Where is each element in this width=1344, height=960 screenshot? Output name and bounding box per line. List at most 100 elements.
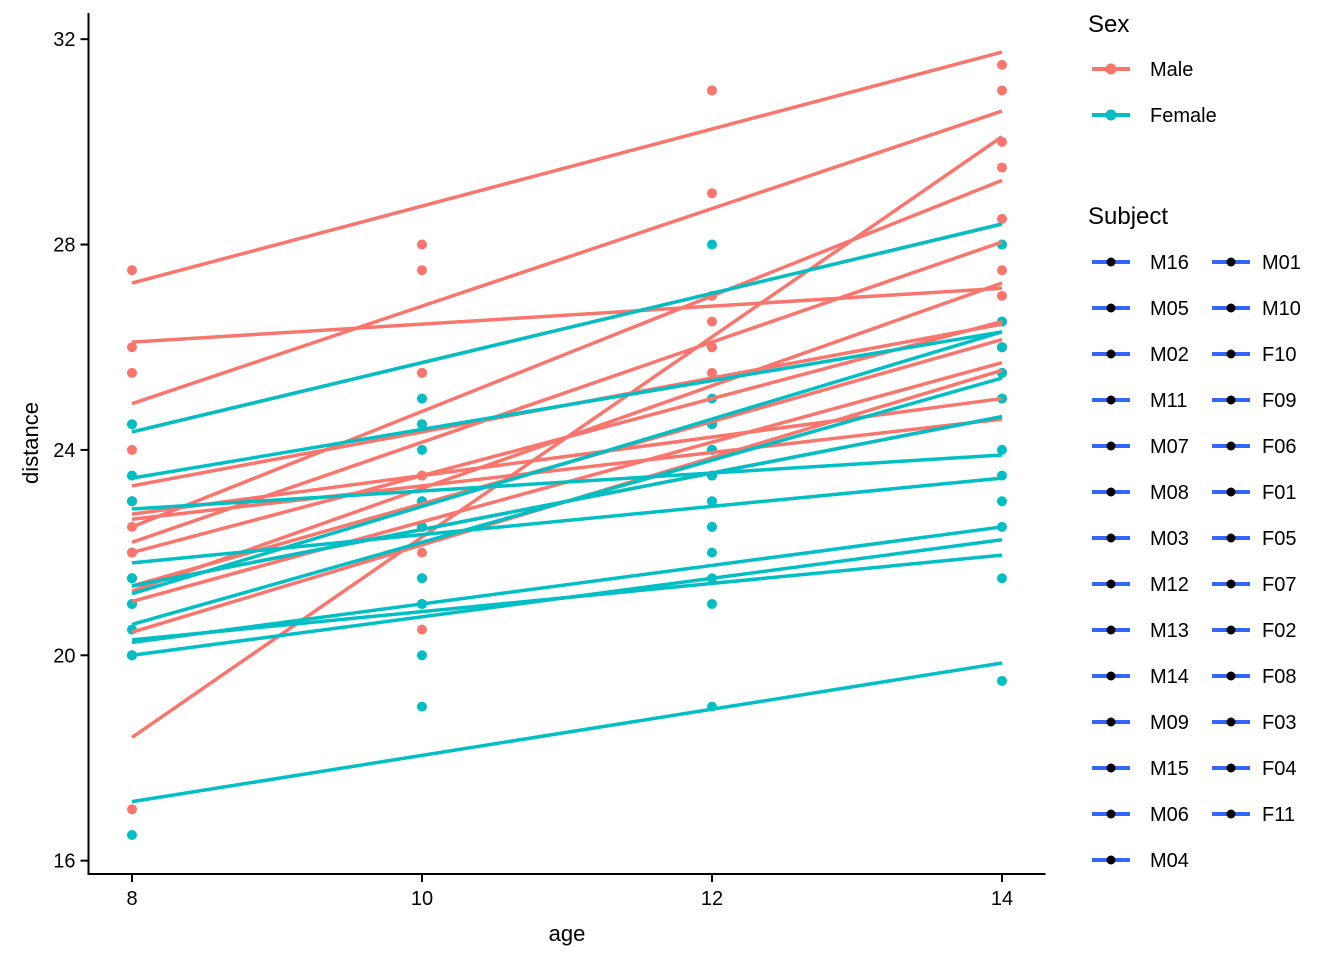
fit-line-M10 — [131, 50, 1003, 285]
x-axis-title: age — [549, 921, 586, 946]
fit-line-F08 — [131, 453, 1003, 511]
subject-legend-label: F11 — [1262, 804, 1295, 826]
data-point-M04 — [707, 316, 717, 327]
subject-key-dot — [1106, 671, 1116, 681]
data-point-F04 — [417, 419, 427, 430]
data-point-F06 — [707, 598, 717, 609]
subject-legend-label: M08 — [1150, 482, 1189, 504]
subject-legend-item-m11: M11 — [1092, 390, 1187, 412]
data-point-M04 — [127, 367, 137, 378]
sex-legend-label: Female — [1150, 105, 1217, 127]
data-point-F03 — [997, 342, 1007, 353]
sex-legend-item-female: Female — [1092, 105, 1217, 127]
subject-key-dot — [1226, 809, 1236, 819]
subject-legend-label: F03 — [1262, 712, 1296, 734]
data-point-M14 — [707, 367, 717, 378]
fit-line-F11 — [131, 222, 1003, 434]
subject-key-dot — [1106, 579, 1116, 589]
subject-key-dot — [1106, 855, 1116, 865]
subject-legend-label: F04 — [1262, 758, 1296, 780]
sex-legend-label: Male — [1150, 59, 1193, 81]
subject-legend-item-m16: M16 — [1092, 252, 1189, 274]
sex-legend-items: Male Female — [1092, 59, 1217, 127]
axes: 16 20 24 28 32 8 10 12 14 — [53, 13, 1046, 910]
subject-key-dot — [1226, 395, 1236, 405]
y-axis-title: distance — [18, 402, 43, 484]
data-point-F10 — [997, 675, 1007, 686]
subject-legend-item-m02: M02 — [1092, 344, 1189, 366]
y-tick-label: 16 — [53, 851, 75, 873]
subject-legend-item-m14: M14 — [1092, 666, 1189, 688]
data-point-F07 — [127, 573, 137, 584]
subject-legend-item-m09: M09 — [1092, 712, 1189, 734]
sex-key-dot — [1105, 109, 1117, 121]
data-point-M01 — [707, 188, 717, 199]
sex-legend-title: Sex — [1088, 11, 1129, 38]
subject-key-dot — [1226, 257, 1236, 267]
subject-legend-label: M15 — [1150, 758, 1189, 780]
data-point-M10 — [127, 265, 137, 276]
data-point-F09 — [997, 573, 1007, 584]
subject-legend-label: M11 — [1150, 390, 1187, 412]
data-point-F11 — [417, 393, 427, 404]
subject-legend-label: M05 — [1150, 298, 1189, 320]
y-tick-label: 32 — [53, 29, 75, 51]
subject-legend-label: M16 — [1150, 252, 1189, 274]
subject-legend-item-m13: M13 — [1092, 620, 1189, 642]
subject-legend-item-f11: F11 — [1212, 804, 1295, 826]
data-point-F09 — [707, 547, 717, 558]
subject-legend-label: M06 — [1150, 804, 1189, 826]
data-point-F01 — [417, 650, 427, 661]
y-tick-label: 20 — [53, 645, 75, 667]
sex-key-dot — [1105, 63, 1117, 75]
subject-key-dot — [1106, 763, 1116, 773]
subject-legend-label: F10 — [1262, 344, 1296, 366]
fit-lines-layer — [131, 50, 1003, 804]
data-point-F10 — [127, 829, 137, 840]
subject-key-dot — [1106, 257, 1116, 267]
subject-legend-label: F09 — [1262, 390, 1296, 412]
subject-legend-item-f10: F10 — [1212, 344, 1296, 366]
subject-legend-item-f02: F02 — [1212, 620, 1296, 642]
subject-key-dot — [1106, 395, 1116, 405]
subject-legend-label: M07 — [1150, 436, 1189, 458]
subject-key-dot — [1106, 717, 1116, 727]
data-point-F05 — [707, 521, 717, 532]
fit-line-F05 — [131, 476, 1003, 565]
data-point-M10 — [997, 59, 1007, 70]
data-point-M10 — [707, 85, 717, 96]
fit-line-M13 — [131, 135, 1003, 739]
legend: Sex Subject Male Female M16 M05 M02 M11 M07 M0… — [1088, 11, 1301, 872]
fit-line-M11 — [131, 417, 1003, 521]
subject-legend-item-f09: F09 — [1212, 390, 1296, 412]
data-point-M03 — [997, 265, 1007, 276]
subject-legend-label: M03 — [1150, 528, 1189, 550]
subject-key-dot — [1226, 533, 1236, 543]
y-tick-label: 28 — [53, 235, 75, 257]
subject-legend-item-m08: M08 — [1092, 482, 1189, 504]
fit-line-M15 — [131, 178, 1003, 529]
subject-legend-item-f04: F04 — [1212, 758, 1296, 780]
data-point-F03 — [417, 444, 427, 455]
data-point-F02 — [417, 573, 427, 584]
subject-legend-item-f08: F08 — [1212, 666, 1296, 688]
y-tick-label: 24 — [53, 440, 75, 462]
subject-legend-label: M02 — [1150, 344, 1189, 366]
fit-line-M01 — [131, 109, 1003, 406]
subject-legend-label: F02 — [1262, 620, 1296, 642]
data-point-F11 — [127, 419, 137, 430]
subject-key-dot — [1226, 303, 1236, 313]
subject-legend-item-f03: F03 — [1212, 712, 1296, 734]
subject-legend-item-m10: M10 — [1212, 298, 1301, 320]
subject-legend-item-m04: M04 — [1092, 850, 1189, 872]
subject-legend-label: M09 — [1150, 712, 1189, 734]
subject-key-dot — [1106, 487, 1116, 497]
subject-key-dot — [1226, 625, 1236, 635]
fit-line-M09 — [131, 240, 1003, 544]
subject-key-dot — [1226, 763, 1236, 773]
sex-legend-item-male: Male — [1092, 59, 1193, 81]
subject-key-dot — [1106, 303, 1116, 313]
subject-legend-label: F05 — [1262, 528, 1296, 550]
subject-key-dot — [1226, 487, 1236, 497]
